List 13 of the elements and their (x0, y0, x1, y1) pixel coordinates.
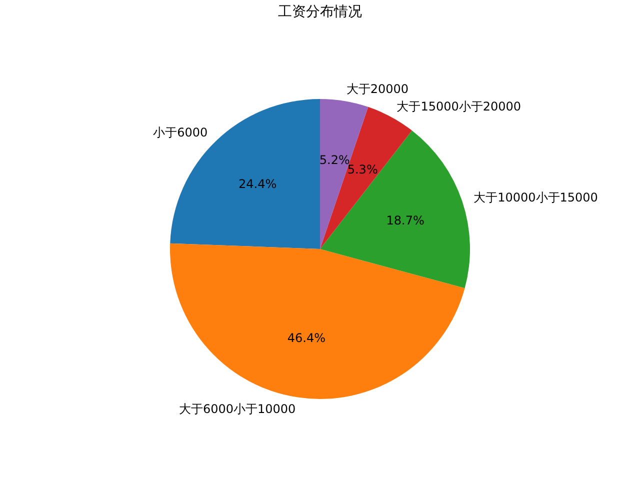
data-label: 18.7% (386, 213, 424, 228)
slice-label: 大于6000小于10000 (178, 402, 296, 416)
slice-label: 大于20000 (346, 82, 409, 96)
data-label: 46.4% (287, 330, 326, 345)
data-label: 5.2% (319, 153, 350, 168)
pie-slice (170, 243, 465, 399)
slice-label: 大于15000小于20000 (396, 99, 522, 114)
data-label: 5.3% (347, 162, 378, 177)
slice-label: 小于6000 (153, 125, 208, 140)
chart-title: 工资分布情况 (278, 4, 362, 20)
pie-slice (320, 130, 470, 288)
slice-label: 大于10000小于15000 (474, 190, 598, 204)
data-label: 24.4% (238, 177, 277, 192)
